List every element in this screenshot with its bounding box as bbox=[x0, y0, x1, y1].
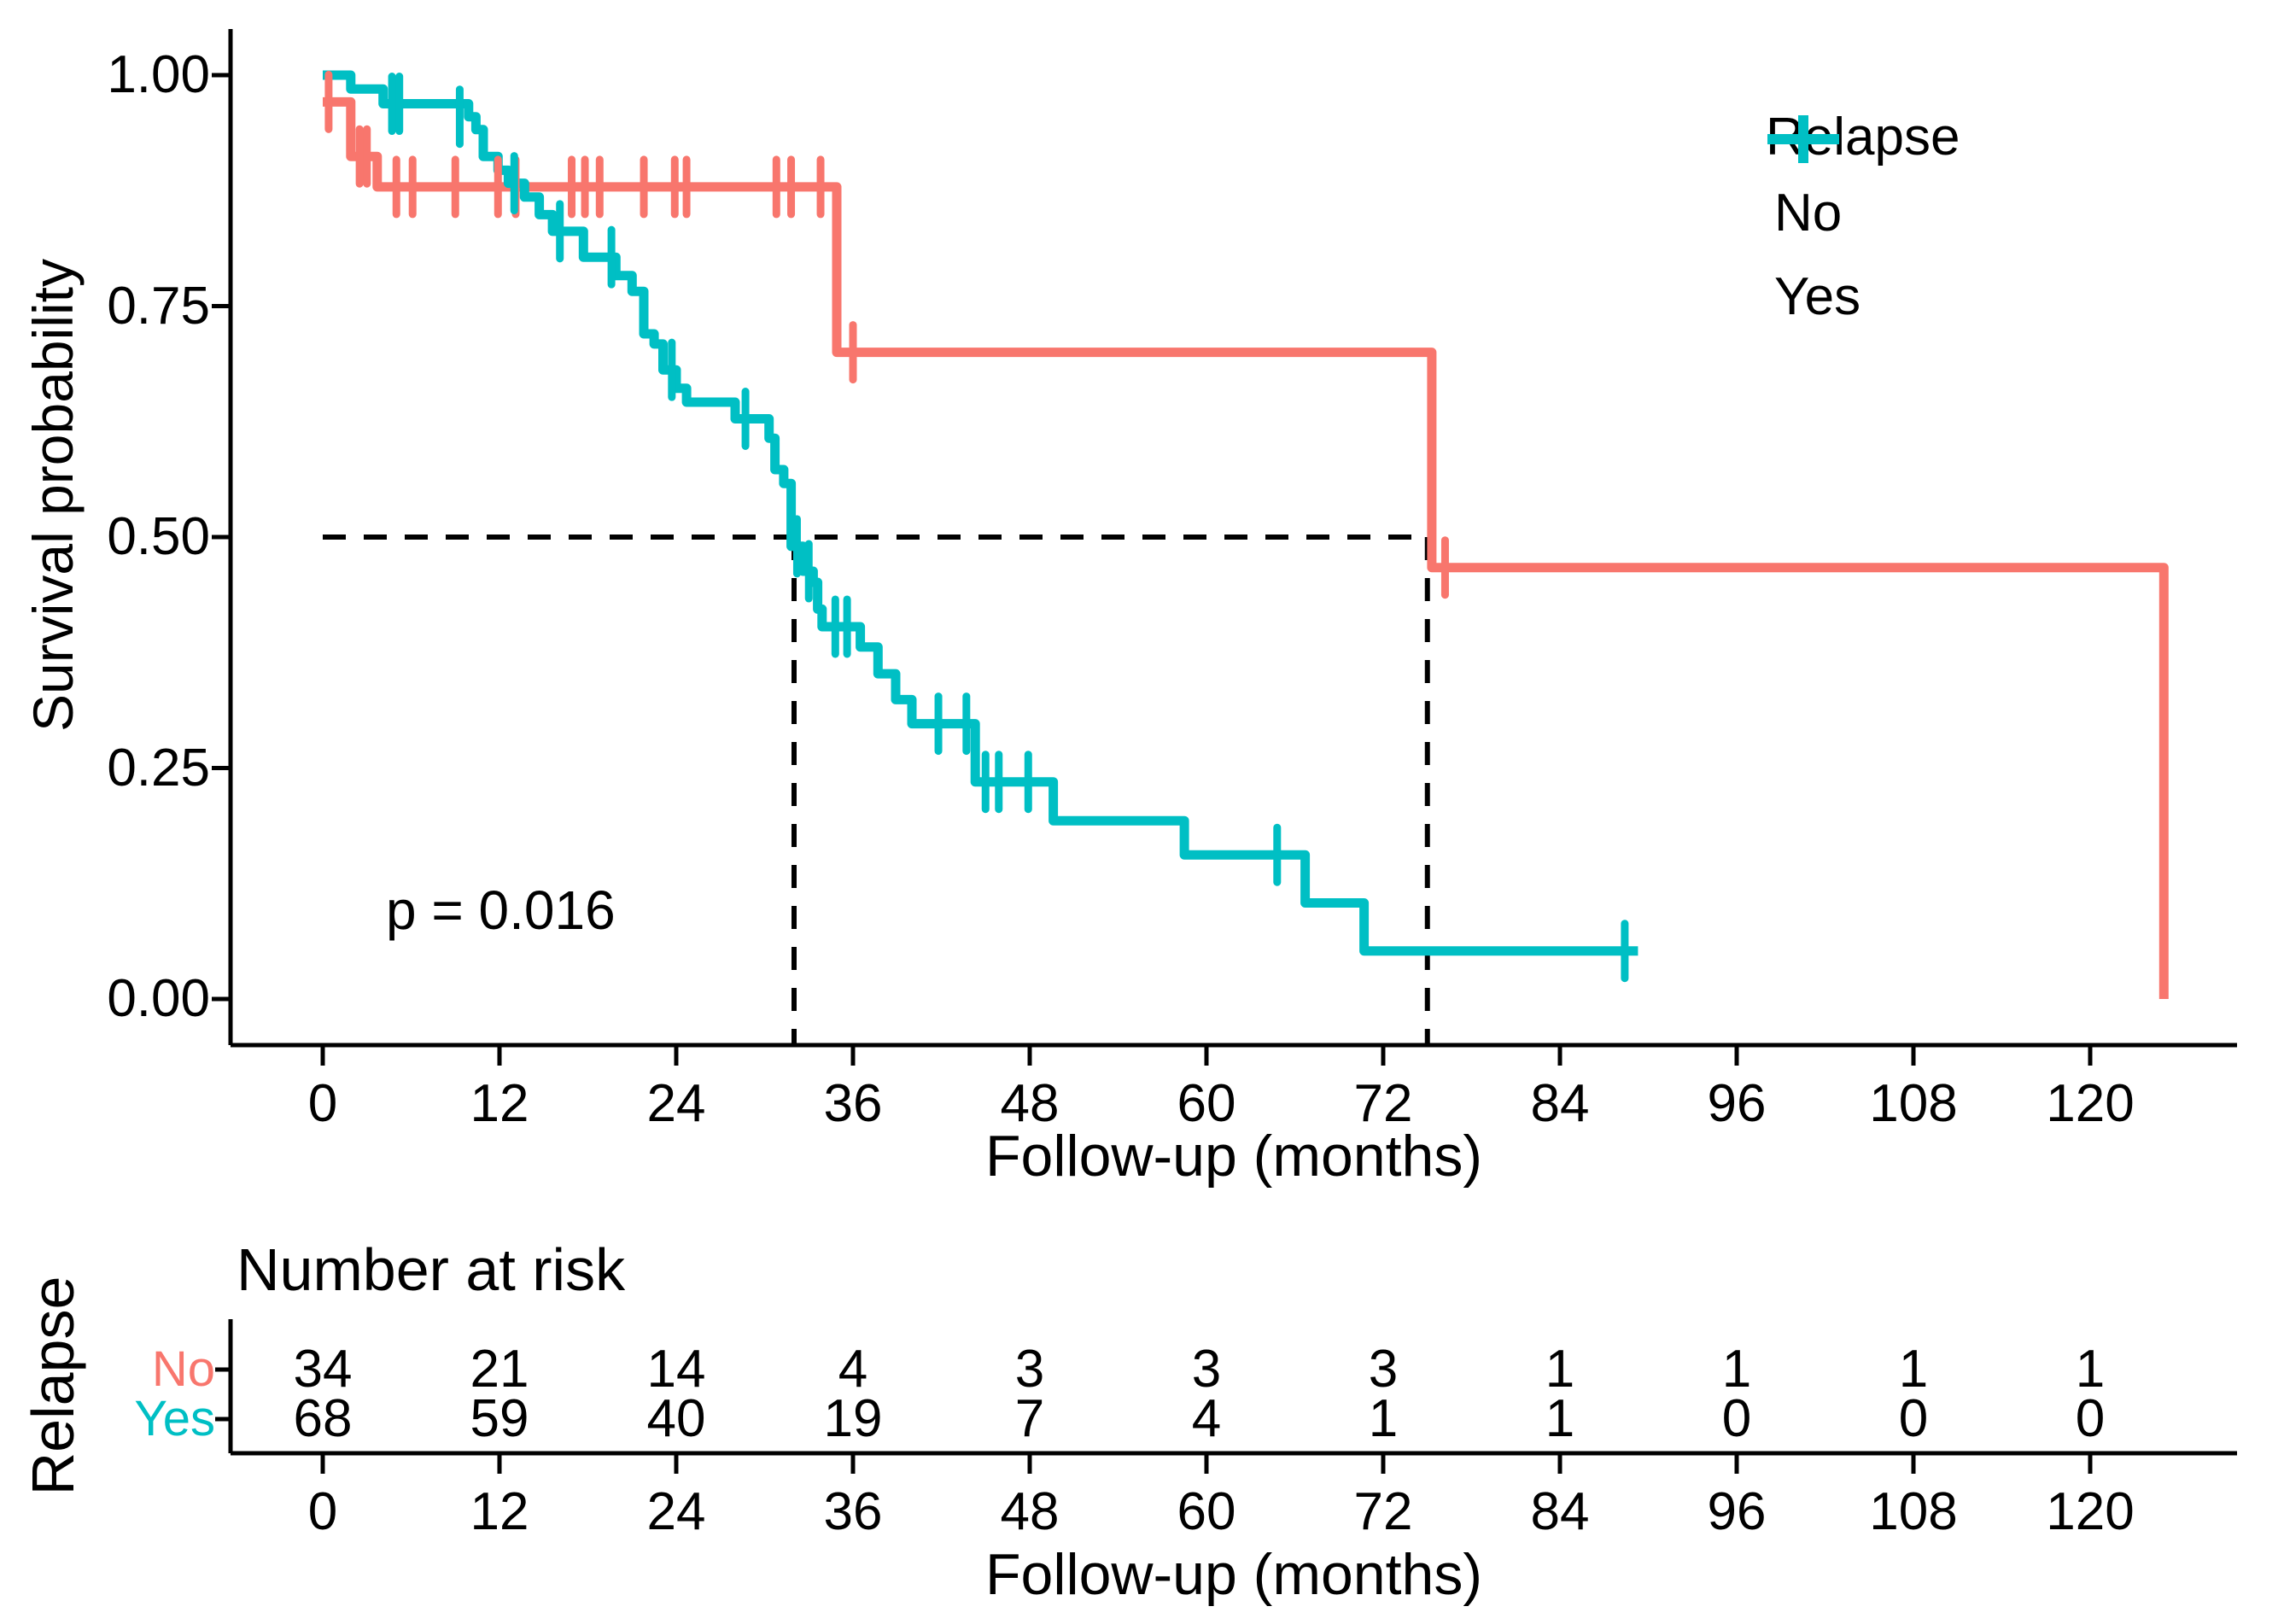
risk-table-x-axis-title: Follow-up (months) bbox=[985, 1542, 1482, 1607]
risk-x-tick-label-96: 96 bbox=[1707, 1482, 1767, 1541]
risk-row-label-yes: Yes bbox=[134, 1391, 215, 1446]
legend-label-no: No bbox=[1774, 183, 1843, 242]
legend: Relapse No Yes bbox=[1759, 109, 2118, 333]
legend-label-yes: Yes bbox=[1774, 266, 1861, 326]
risk-count-no-108: 1 bbox=[1898, 1340, 1929, 1399]
risk-count-no-96: 1 bbox=[1721, 1340, 1752, 1399]
yes-plus-icon bbox=[1767, 115, 1839, 163]
y-tick-label-0.75: 0.75 bbox=[107, 276, 210, 336]
x-tick-label-72: 72 bbox=[1353, 1074, 1413, 1133]
y-tick-label-0.25: 0.25 bbox=[107, 738, 210, 797]
km-curve-no bbox=[323, 96, 2169, 999]
risk-row-label-no: No bbox=[151, 1341, 215, 1397]
risk-count-no-60: 3 bbox=[1191, 1340, 1222, 1399]
risk-x-tick-label-0: 0 bbox=[307, 1482, 338, 1541]
x-tick-label-0: 0 bbox=[307, 1074, 338, 1133]
risk-count-yes-48: 7 bbox=[1014, 1389, 1045, 1448]
x-tick-label-12: 12 bbox=[470, 1074, 529, 1133]
x-tick-label-36: 36 bbox=[823, 1074, 883, 1133]
risk-count-no-12: 21 bbox=[470, 1340, 529, 1399]
x-tick-label-120: 120 bbox=[2046, 1074, 2135, 1133]
risk-x-tick-label-12: 12 bbox=[470, 1482, 529, 1541]
risk-count-yes-60: 4 bbox=[1191, 1389, 1222, 1448]
risk-x-tick-label-36: 36 bbox=[823, 1482, 883, 1541]
risk-count-yes-0: 68 bbox=[293, 1389, 353, 1448]
risk-count-yes-24: 40 bbox=[646, 1389, 706, 1448]
risk-x-tick-label-60: 60 bbox=[1177, 1482, 1236, 1541]
y-tick-label-0.50: 0.50 bbox=[107, 507, 210, 566]
risk-x-tick-label-72: 72 bbox=[1353, 1482, 1413, 1541]
risk-count-no-84: 1 bbox=[1545, 1340, 1575, 1399]
risk-count-yes-120: 0 bbox=[2075, 1389, 2106, 1448]
risk-x-tick-label-24: 24 bbox=[646, 1482, 706, 1541]
x-tick-label-84: 84 bbox=[1530, 1074, 1590, 1133]
risk-x-tick-label-84: 84 bbox=[1530, 1482, 1590, 1541]
risk-count-no-48: 3 bbox=[1014, 1340, 1045, 1399]
x-tick-label-24: 24 bbox=[646, 1074, 706, 1133]
risk-count-no-72: 3 bbox=[1368, 1340, 1399, 1399]
y-tick-label-0.00: 0.00 bbox=[107, 969, 210, 1028]
x-tick-label-96: 96 bbox=[1707, 1074, 1767, 1133]
risk-count-no-36: 4 bbox=[838, 1340, 868, 1399]
x-tick-label-60: 60 bbox=[1177, 1074, 1236, 1133]
risk-count-no-0: 34 bbox=[293, 1340, 353, 1399]
x-axis-title: Follow-up (months) bbox=[985, 1124, 1482, 1189]
risk-x-tick-label-120: 120 bbox=[2046, 1482, 2135, 1541]
risk-count-no-120: 1 bbox=[2075, 1340, 2106, 1399]
risk-count-yes-36: 19 bbox=[823, 1389, 883, 1448]
x-tick-label-48: 48 bbox=[1000, 1074, 1060, 1133]
y-tick-label-1.00: 1.00 bbox=[107, 45, 210, 104]
legend-item-yes: Yes bbox=[1759, 115, 2118, 333]
pvalue-annotation: p = 0.016 bbox=[386, 879, 616, 941]
risk-x-tick-label-108: 108 bbox=[1869, 1482, 1958, 1541]
x-tick-label-108: 108 bbox=[1869, 1074, 1958, 1133]
risk-count-yes-84: 1 bbox=[1545, 1389, 1575, 1448]
risk-count-yes-72: 1 bbox=[1368, 1389, 1399, 1448]
risk-count-yes-12: 59 bbox=[470, 1389, 529, 1448]
risk-count-yes-108: 0 bbox=[1898, 1389, 1929, 1448]
y-axis-title: Survival probability bbox=[21, 259, 85, 732]
risk-table-title: Number at risk bbox=[237, 1236, 626, 1303]
risk-count-no-24: 14 bbox=[646, 1340, 706, 1399]
risk-count-yes-96: 0 bbox=[1721, 1389, 1752, 1448]
km-curve-yes bbox=[323, 70, 1639, 956]
risk-x-tick-label-48: 48 bbox=[1000, 1482, 1060, 1541]
legend-item-no: No bbox=[1759, 115, 2118, 249]
